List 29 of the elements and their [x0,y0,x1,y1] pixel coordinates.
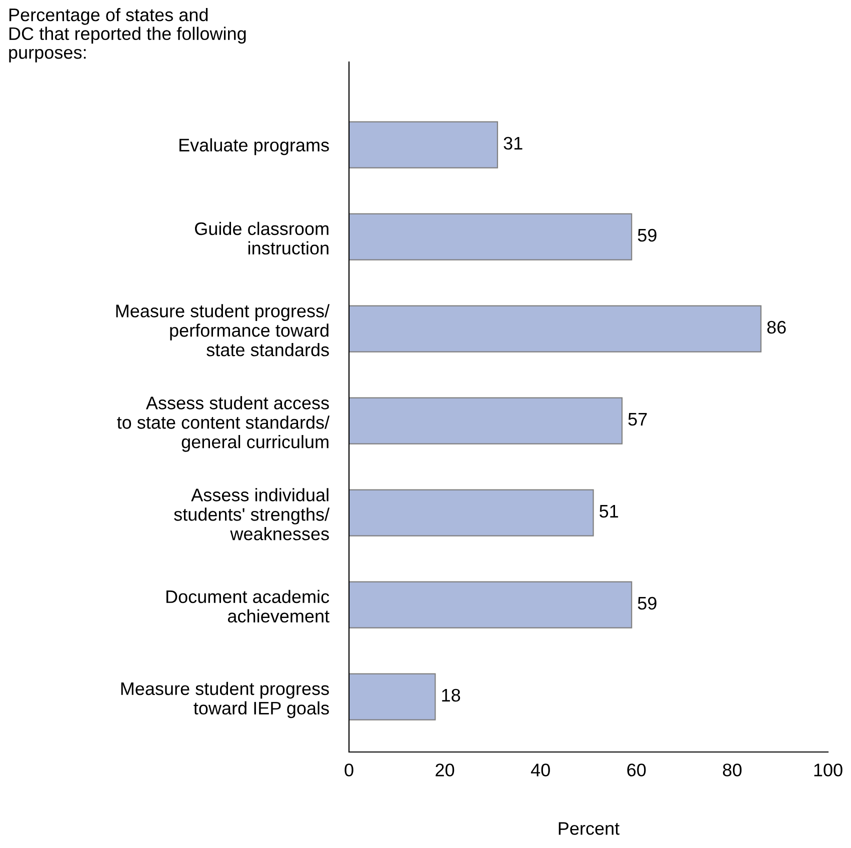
bar [349,397,623,444]
x-tick-label: 0 [344,764,354,776]
y-tick-label: Assess student access to state content standards/ general curriculum [117,396,330,452]
bar [349,121,498,168]
data-label: 59 [638,228,656,242]
bar [349,305,762,352]
data-label: 51 [600,505,618,518]
x-axis-title: Percent [558,822,620,835]
x-tick-label: 40 [530,764,550,776]
y-tick-label: Evaluate programs [180,138,329,156]
x-tick-label: 20 [436,764,454,776]
y-tick-label: Assess individual students' strengths/ weaknesses [174,488,330,540]
y-tick-label: Guide classroom instruction [195,222,328,255]
y-tick-label: Measure student progress/ performance toward state standards [116,304,330,356]
y-tick-label: Measure student progress toward IEP goals [121,682,329,718]
x-tick-label: 60 [627,764,646,776]
data-label: 59 [638,596,656,610]
data-label: 57 [628,413,647,426]
bar [349,213,632,260]
text: Percentage of states and DC that reported the following purposes: [9,8,246,62]
bar [349,581,632,628]
data-label: 18 [442,688,460,702]
bar [349,673,436,720]
y-tick-label: Document academic achievement [166,590,330,623]
bar [349,489,594,536]
data-label: 86 [767,320,786,334]
x-tick-label: 100 [814,764,842,776]
data-label: 31 [504,136,522,150]
x-tick-label: 80 [722,764,742,776]
